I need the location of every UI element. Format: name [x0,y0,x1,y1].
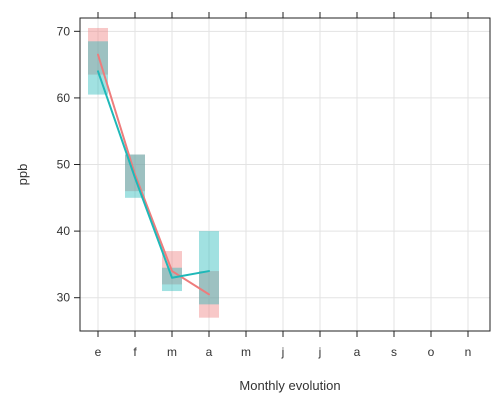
x-tick-label: m [241,345,251,359]
series-lines [97,53,210,296]
y-axis-title: ppb [15,164,30,186]
x-tick-label: o [428,345,435,359]
series-2-line [97,70,210,279]
x-tick-label: s [391,345,397,359]
grid [80,18,490,331]
y-tick-label: 40 [57,224,71,238]
y-tick-label: 70 [57,24,71,38]
y-tick-label: 60 [57,91,71,105]
y-tick-label: 50 [57,158,71,172]
x-tick-label: m [167,345,177,359]
x-tick-label: e [95,345,102,359]
series-2-band [199,231,219,305]
x-axis-title: Monthly evolution [239,378,340,393]
x-tick-label: j [318,345,322,359]
confidence-bands [88,27,219,318]
x-tick-label: a [206,345,213,359]
x-tick-label: a [354,345,361,359]
x-tick-label: n [465,345,472,359]
series-1-band [88,27,108,75]
plot-frame [79,17,491,332]
x-tick-label: f [133,345,137,359]
y-tick-label: 30 [57,291,71,305]
series-2-band [88,41,108,95]
series-1-line [97,53,210,296]
tick-labels: efmamjjasond3040506070 [57,24,472,359]
x-tick-label: j [281,345,285,359]
axis-ticks [74,12,469,337]
